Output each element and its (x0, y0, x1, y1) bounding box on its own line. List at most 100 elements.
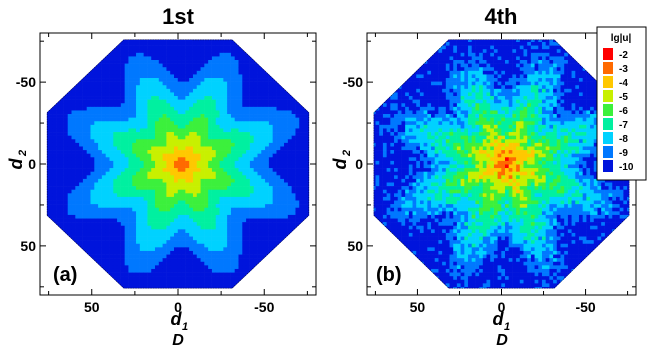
heatmap-cell (268, 232, 273, 237)
heatmap-cell (97, 182, 102, 187)
heatmap-cell (46, 211, 49, 216)
heatmap-cell (306, 128, 310, 133)
heatmap-cell (196, 250, 201, 255)
heatmap-cell (52, 211, 57, 216)
heatmap-cell (188, 70, 193, 75)
heatmap-cell (207, 74, 212, 79)
heatmap-cell (147, 193, 152, 198)
heatmap-cell (226, 132, 231, 136)
heatmap-cell (276, 186, 281, 191)
heatmap-cell (59, 214, 64, 219)
heatmap-cell (234, 124, 239, 129)
heatmap-cell (238, 132, 243, 136)
heatmap-cell (219, 49, 224, 54)
heatmap-cell (150, 135, 156, 140)
heatmap-cell (234, 139, 239, 144)
heatmap-cell (154, 225, 159, 230)
heatmap-cell (139, 240, 144, 245)
heatmap-cell (116, 229, 121, 234)
heatmap-cell (158, 189, 163, 194)
heatmap-cell (204, 92, 209, 97)
heatmap-cell (86, 225, 91, 230)
heatmap-cell (56, 121, 61, 126)
heatmap-cell (264, 110, 269, 115)
heatmap-cell (223, 96, 228, 100)
heatmap-cell (154, 182, 159, 187)
heatmap-cell (177, 254, 182, 259)
heatmap-cell (82, 232, 87, 237)
heatmap-cell (181, 81, 186, 86)
heatmap-cell (234, 74, 239, 79)
heatmap-cell (169, 178, 174, 183)
heatmap-cell (295, 189, 300, 194)
heatmap-cell (131, 232, 137, 237)
heatmap-cell (188, 42, 193, 46)
heatmap-cell (97, 78, 102, 82)
heatmap-cell (181, 114, 186, 118)
heatmap-cell (264, 193, 269, 198)
heatmap-cell (249, 240, 254, 245)
heatmap-cell (162, 204, 167, 209)
heatmap-cell (226, 114, 231, 118)
heatmap-cell (109, 229, 114, 234)
heatmap-cell (257, 78, 262, 82)
heatmap-cell (238, 164, 243, 169)
heatmap-cell (223, 243, 228, 248)
heatmap-cell (86, 229, 91, 234)
heatmap-cell (219, 272, 224, 277)
heatmap-cell (238, 182, 243, 187)
heatmap-cell (211, 99, 216, 104)
heatmap-cell (101, 243, 106, 248)
heatmap-cell (154, 150, 159, 154)
heatmap-cell (112, 124, 118, 129)
heatmap-cell (226, 78, 231, 82)
heatmap-cell (124, 207, 129, 212)
heatmap-cell (143, 92, 148, 97)
heatmap-cell (177, 153, 182, 158)
heatmap-cell (143, 168, 148, 172)
heatmap-cell (128, 272, 133, 277)
heatmap-cell (215, 258, 220, 263)
heatmap-cell (112, 132, 118, 136)
heatmap-cell (196, 121, 201, 126)
heatmap-cell (260, 67, 266, 72)
heatmap-cell (253, 189, 258, 194)
heatmap-cell (67, 222, 72, 227)
heatmap-cell (188, 49, 193, 54)
heatmap-cell (101, 81, 106, 86)
heatmap-cell (272, 132, 277, 136)
heatmap-cell (52, 207, 57, 212)
heatmap-cell (177, 56, 182, 61)
heatmap-cell (78, 88, 83, 93)
heatmap-cell (185, 81, 190, 86)
heatmap-cell (101, 247, 106, 252)
heatmap-cell (124, 243, 129, 248)
heatmap-cell (139, 139, 144, 144)
heatmap-cell (272, 193, 277, 198)
heatmap-cell (188, 106, 193, 111)
heatmap-cell (276, 153, 281, 158)
heatmap-cell (245, 85, 250, 90)
heatmap-cell (78, 175, 83, 180)
heatmap-cell (154, 52, 159, 57)
heatmap-cell (177, 110, 182, 115)
heatmap-cell (97, 103, 102, 108)
heatmap-cell (97, 193, 102, 198)
heatmap-cell (78, 99, 83, 104)
heatmap-cell (249, 214, 254, 219)
heatmap-cell (211, 52, 216, 57)
heatmap-cell (173, 164, 178, 169)
heatmap-cell (150, 88, 156, 93)
heatmap-cell (318, 269, 322, 273)
heatmap-cell (268, 218, 273, 223)
heatmap-cell (135, 45, 140, 50)
heatmap-cell (185, 103, 190, 108)
heatmap-cell (253, 139, 258, 144)
heatmap-cell (196, 70, 201, 75)
heatmap-cell (279, 135, 285, 140)
heatmap-cell (204, 240, 209, 245)
heatmap-cell (219, 103, 224, 108)
heatmap-cell (302, 106, 307, 111)
heatmap-cell (128, 171, 133, 176)
heatmap-cell (78, 85, 83, 90)
